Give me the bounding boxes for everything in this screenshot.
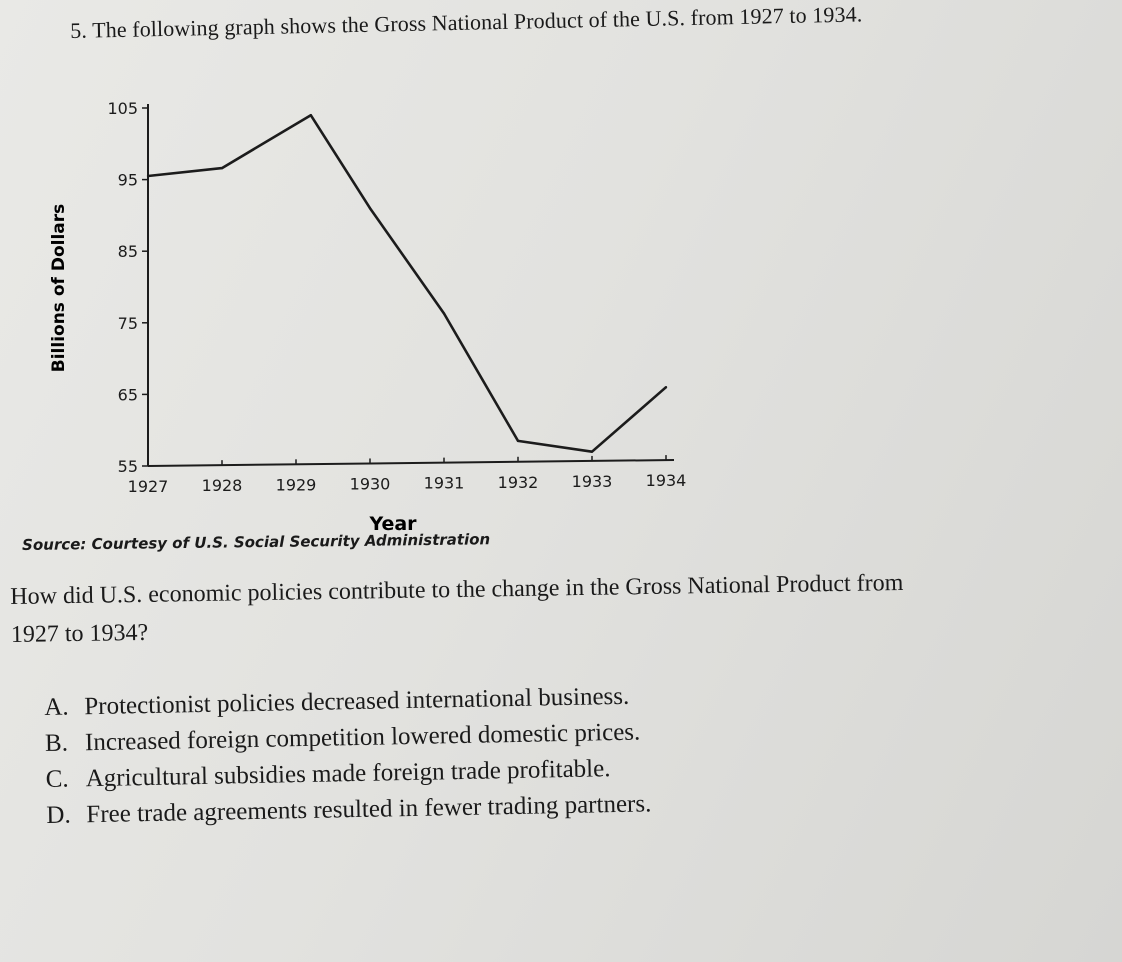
y-tick-label: 55 xyxy=(118,457,138,476)
x-axis-label: Year xyxy=(368,513,417,535)
x-axis-line xyxy=(147,459,675,467)
data-point xyxy=(516,439,520,443)
x-axis-ticks: 1927 1928 1929 1930 1931 1932 1933 1934 xyxy=(128,455,687,496)
choice-text: Agricultural subsidies made foreign trad… xyxy=(85,755,611,793)
data-point xyxy=(664,386,668,389)
data-point xyxy=(220,166,224,170)
x-tick-label: 1934 xyxy=(646,471,687,490)
choice-letter: C. xyxy=(45,765,69,793)
x-tick-label: 1927 xyxy=(128,477,169,496)
x-tick-label: 1932 xyxy=(498,473,539,492)
choice-text: Protectionist policies decreased interna… xyxy=(84,682,630,721)
gnp-series-line xyxy=(147,113,667,453)
x-tick-label: 1933 xyxy=(572,472,613,491)
chart-axes xyxy=(147,104,675,467)
gnp-series-points xyxy=(146,113,668,453)
y-tick-label: 75 xyxy=(118,314,138,333)
data-point xyxy=(442,312,446,315)
x-tick-label: 1930 xyxy=(350,474,391,493)
question-prompt: How did U.S. economic policies contribut… xyxy=(10,561,1101,654)
x-tick-label: 1931 xyxy=(424,474,465,493)
y-axis-ticks: 55 65 75 85 95 105 xyxy=(107,99,148,476)
y-tick-label: 105 xyxy=(107,99,138,118)
choice-letter: A. xyxy=(44,693,69,721)
y-axis-label: Billions of Dollars xyxy=(49,204,69,373)
y-tick-label: 65 xyxy=(118,385,138,404)
x-tick-label: 1928 xyxy=(202,476,243,495)
choice-text: Increased foreign competition lowered do… xyxy=(84,718,641,757)
x-tick-label: 1929 xyxy=(276,475,317,494)
choice-letter: B. xyxy=(44,729,69,757)
data-point xyxy=(590,450,594,453)
choice-text: Free trade agreements resulted in fewer … xyxy=(86,790,652,829)
y-tick-label: 95 xyxy=(118,171,138,190)
data-point xyxy=(146,174,150,178)
data-point xyxy=(309,113,312,117)
answer-choices: A. Protectionist policies decreased inter… xyxy=(44,678,652,834)
question-title: 5. The following graph shows the Gross N… xyxy=(70,1,863,43)
y-tick-label: 85 xyxy=(118,242,138,261)
choice-letter: D. xyxy=(46,801,71,829)
data-point xyxy=(368,207,372,210)
